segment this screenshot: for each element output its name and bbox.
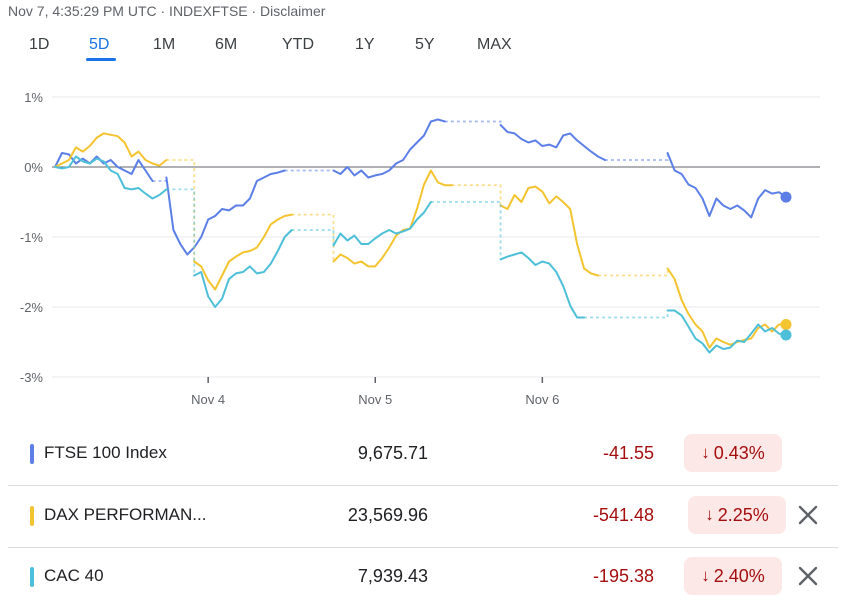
series-line	[54, 155, 168, 200]
percent-change: 2.40%	[713, 565, 765, 586]
index-name: CAC 40	[44, 566, 104, 585]
series-endpoint-dot	[780, 329, 792, 341]
tab-max[interactable]: MAX	[477, 36, 512, 53]
tab-6m[interactable]: 6M	[215, 36, 238, 53]
tab-ytd[interactable]: YTD	[282, 36, 314, 53]
y-tick-label: -1%	[20, 230, 44, 245]
close-icon[interactable]	[794, 562, 822, 590]
divider	[8, 547, 838, 548]
percent-change: 0.43%	[713, 442, 765, 463]
tab-5d[interactable]: 5D	[89, 36, 110, 53]
tab-1d[interactable]: 1D	[29, 36, 50, 53]
series-gap-connector	[584, 310, 669, 319]
index-name: FTSE 100 Index	[44, 443, 167, 462]
index-price: 7,939.43	[357, 566, 428, 586]
x-tick-label: Nov 6	[525, 392, 559, 407]
index-change: -195.38	[592, 566, 654, 586]
x-tick-label: Nov 4	[191, 392, 225, 407]
percent-change-badge: ↓ 2.25%	[688, 496, 786, 534]
list-item-dax[interactable]: DAX PERFORMAN... 23,569.96 -541.48 ↓ 2.2…	[8, 486, 838, 546]
series-line	[54, 132, 168, 168]
series-gap-connector	[291, 213, 335, 262]
series-line	[332, 118, 446, 179]
index-change: -541.48	[592, 505, 654, 525]
series-endpoint-dot	[780, 319, 792, 330]
series-color-swatch	[30, 506, 34, 526]
index-name: DAX PERFORMAN...	[44, 505, 207, 524]
series-line	[666, 152, 787, 219]
arrow-down-icon: ↓	[701, 443, 710, 462]
series-line	[499, 251, 586, 319]
percent-change: 2.25%	[717, 504, 769, 525]
series-line	[499, 124, 606, 161]
index-price: 9,675.71	[357, 443, 428, 463]
y-tick-label: 0%	[24, 160, 43, 175]
series-color-swatch	[30, 444, 34, 464]
tab-1y[interactable]: 1Y	[355, 36, 375, 53]
series-color-swatch	[30, 567, 34, 587]
comparison-line-chart[interactable]: 1% 0% -1% -2% -3% Nov 4 Nov 5 Nov 6	[0, 80, 851, 420]
series-gap-connector	[152, 177, 168, 182]
series-line	[666, 267, 787, 349]
index-price: 23,569.96	[347, 505, 428, 525]
series-gap-connector	[451, 184, 502, 206]
series-endpoint-dot	[780, 191, 792, 203]
percent-change-badge: ↓ 0.43%	[684, 434, 782, 472]
list-item-ftse[interactable]: FTSE 100 Index 9,675.71 -41.55 ↓ 0.43%	[8, 424, 838, 484]
y-tick-label: -2%	[20, 300, 44, 315]
series-gap-connector	[444, 120, 502, 125]
y-tick-label: -3%	[20, 370, 44, 385]
series-line	[165, 169, 286, 256]
tab-5y[interactable]: 5Y	[415, 36, 435, 53]
arrow-down-icon: ↓	[701, 566, 710, 585]
series-line	[193, 213, 293, 291]
series-gap-connector	[598, 268, 669, 277]
tab-1m[interactable]: 1M	[153, 36, 176, 53]
series-gap-connector	[166, 188, 196, 276]
x-tick-label: Nov 5	[358, 392, 392, 407]
series-line	[666, 309, 787, 354]
percent-change-badge: ↓ 2.40%	[684, 557, 782, 595]
arrow-down-icon: ↓	[705, 505, 714, 524]
index-change: -41.55	[602, 443, 654, 463]
series-line	[193, 229, 293, 308]
list-item-cac[interactable]: CAC 40 7,939.43 -195.38 ↓ 2.40%	[8, 547, 838, 607]
active-tab-indicator	[86, 58, 116, 61]
divider	[8, 485, 838, 486]
series-line	[332, 201, 432, 247]
series-line	[332, 169, 453, 268]
series-gap-connector	[430, 201, 502, 260]
chart-header: Nov 7, 4:35:29 PM UTC · INDEXFTSE · Disc…	[8, 3, 326, 19]
y-tick-label: 1%	[24, 90, 43, 105]
series-gap-connector	[604, 153, 669, 161]
close-icon[interactable]	[794, 501, 822, 529]
series-line	[499, 185, 599, 277]
series-gap-connector	[291, 229, 335, 246]
